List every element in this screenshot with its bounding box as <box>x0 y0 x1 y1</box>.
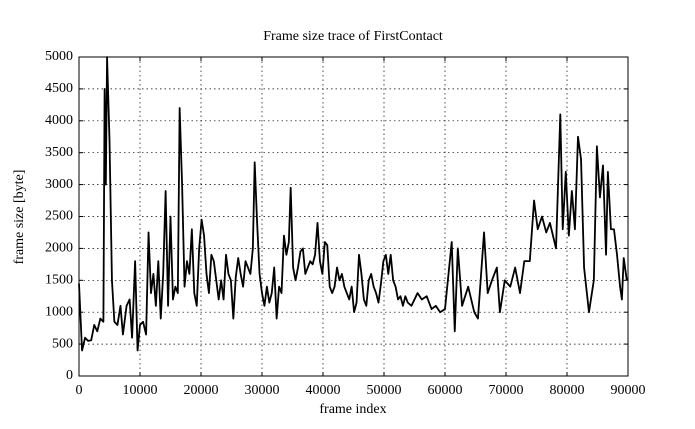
y-tick-label: 2000 <box>45 241 73 256</box>
x-axis-label: frame index <box>319 402 386 417</box>
chart-title: Frame size trace of FirstContact <box>263 29 443 44</box>
y-tick-label: 2500 <box>45 209 73 224</box>
y-tick-label: 500 <box>52 336 73 351</box>
x-tick-label: 10000 <box>123 383 158 398</box>
x-tick-label: 90000 <box>611 383 646 398</box>
x-tick-label: 80000 <box>550 383 585 398</box>
y-tick-label: 1000 <box>45 304 73 319</box>
x-tick-label: 70000 <box>489 383 524 398</box>
x-tick-label: 30000 <box>245 383 280 398</box>
y-tick-label: 0 <box>66 368 73 383</box>
x-tick-label: 20000 <box>184 383 219 398</box>
y-axis-label: frame size [byte] <box>12 170 27 265</box>
x-tick-label: 0 <box>76 383 83 398</box>
x-tick-label: 50000 <box>367 383 402 398</box>
x-tick-label: 40000 <box>306 383 341 398</box>
y-tick-label: 5000 <box>45 49 73 64</box>
y-tick-label: 4000 <box>45 113 73 128</box>
y-tick-label: 3000 <box>45 177 73 192</box>
y-tick-label: 3500 <box>45 145 73 160</box>
y-tick-label: 1500 <box>45 273 73 288</box>
data-line <box>78 56 628 352</box>
x-tick-label: 60000 <box>428 383 463 398</box>
y-tick-label: 4500 <box>45 81 73 96</box>
plot-frame <box>78 56 629 377</box>
